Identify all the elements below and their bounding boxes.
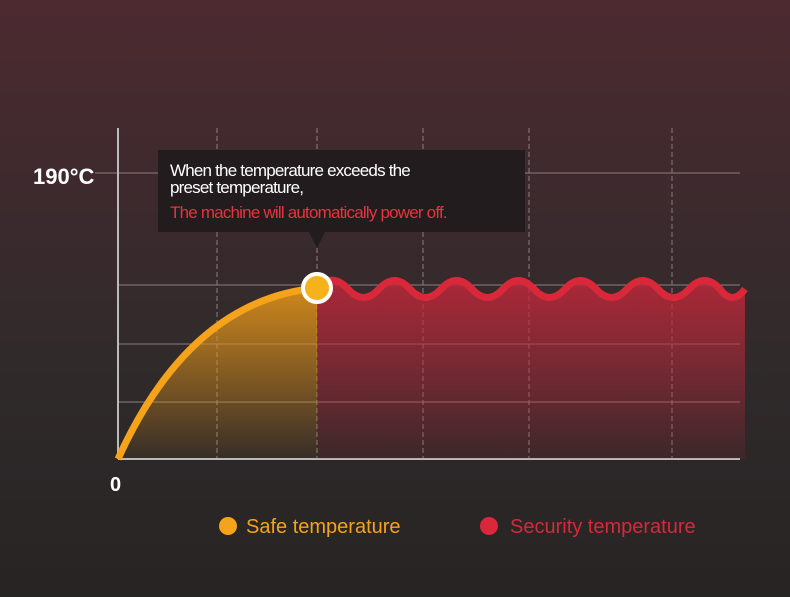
origin-label: 0 (110, 474, 121, 496)
legend-label: Security temperature (510, 516, 696, 538)
security-curve (314, 276, 748, 301)
tooltip-line: preset temperature, (170, 178, 303, 197)
tooltip-line: When the temperature exceeds the (170, 161, 410, 180)
safe-curve (114, 284, 318, 461)
security-area (317, 280, 745, 459)
legend-label: Safe temperature (246, 516, 401, 538)
legend-dot (219, 517, 237, 535)
tooltip-box (158, 150, 525, 248)
y-label: 190°C (33, 164, 95, 189)
threshold-point (301, 272, 333, 304)
tooltip-warning: The machine will automatically power off… (170, 203, 447, 222)
safe-area (118, 288, 317, 459)
legend-dot (480, 517, 498, 535)
